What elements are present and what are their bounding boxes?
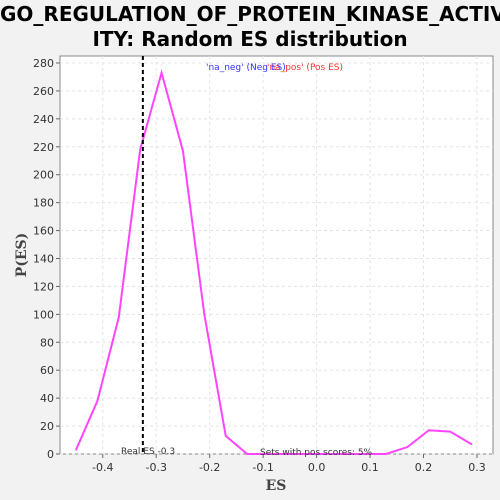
y-axis-label: P(ES)	[14, 233, 30, 278]
x-tick-label: -0.1	[252, 461, 273, 474]
y-tick-label: 220	[33, 141, 54, 154]
y-tick-label: 20	[40, 420, 54, 433]
data-point	[182, 150, 184, 152]
grid-lines	[60, 56, 493, 455]
y-tick-label: 0	[47, 448, 54, 461]
x-tick-label: 0.3	[468, 461, 486, 474]
data-point	[449, 430, 452, 433]
data-point	[75, 449, 77, 451]
plot-area	[59, 55, 494, 455]
chart-title-line-1: GO_REGULATION_OF_PROTEIN_KINASE_ACTIV	[0, 2, 500, 26]
data-point	[385, 453, 387, 455]
legend-pos-entry: 'na_pos' (Pos ES)	[267, 63, 343, 73]
y-tick-label: 140	[33, 252, 54, 265]
real-es-label: Real ES -0.3	[121, 447, 175, 457]
y-tick-label: 260	[33, 85, 54, 98]
chart-title: GO_REGULATION_OF_PROTEIN_KINASE_ACTIV IT…	[0, 2, 500, 52]
y-tick-label: 120	[33, 280, 54, 293]
data-point	[374, 453, 377, 455]
data-point	[203, 313, 206, 316]
x-axis-ticks: -0.4 -0.3 -0.2 -0.1 0.0 0.1 0.2 0.3	[92, 454, 486, 474]
legend: 'na_neg' (Neg ES)	[206, 63, 286, 73]
y-tick-label: 80	[40, 336, 54, 349]
pos-scores-label: Sets with pos scores: 5%	[260, 448, 373, 458]
x-tick-label: -0.2	[199, 461, 220, 474]
legend-neg-entry: 'na_neg' (Neg ES)	[206, 63, 286, 73]
data-point	[224, 435, 227, 437]
x-axis-label: ES	[266, 478, 287, 494]
y-tick-label: 160	[33, 225, 54, 238]
data-point	[139, 148, 141, 151]
data-point	[406, 446, 409, 448]
y-tick-label: 200	[33, 169, 54, 182]
x-tick-label: 0.2	[415, 461, 433, 474]
x-tick-label: 0.1	[361, 461, 379, 474]
y-tick-label: 60	[40, 364, 54, 377]
data-point	[331, 453, 334, 455]
data-point	[310, 453, 313, 455]
data-point	[160, 71, 163, 74]
y-tick-label: 280	[33, 57, 54, 70]
chart-title-line-2: ITY: Random ES distribution	[92, 27, 408, 51]
x-tick-label: -0.3	[145, 461, 166, 474]
y-tick-label: 180	[33, 197, 54, 210]
data-point	[246, 453, 248, 455]
x-tick-label: 0.0	[308, 461, 326, 474]
data-point	[289, 453, 291, 455]
legend-pos: 'na_pos' (Pos ES)	[267, 63, 343, 73]
data-point	[428, 429, 430, 432]
data-point	[118, 316, 120, 318]
y-tick-label: 40	[40, 392, 54, 405]
data-point	[470, 443, 473, 446]
y-tick-label: 100	[33, 308, 54, 321]
data-point	[353, 453, 355, 455]
x-tick-label: -0.4	[92, 461, 113, 474]
y-tick-label: 240	[33, 113, 54, 126]
data-point	[267, 453, 270, 455]
data-point	[96, 400, 99, 402]
y-axis-ticks: 0 20 40 60 80 100 120 140 160 180 200 220 240 260 280	[33, 57, 60, 461]
